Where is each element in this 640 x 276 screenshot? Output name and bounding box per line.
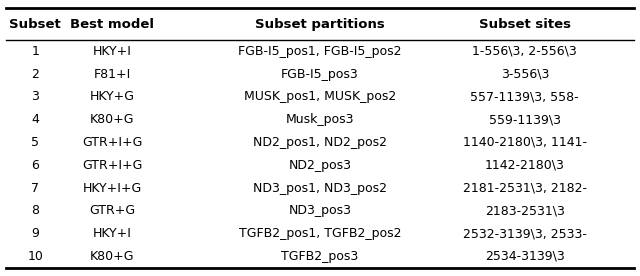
- Text: TGFB2_pos3: TGFB2_pos3: [282, 250, 358, 263]
- Text: 8: 8: [31, 204, 39, 217]
- Text: 1: 1: [31, 45, 39, 58]
- Text: 3: 3: [31, 91, 39, 104]
- Text: K80+G: K80+G: [90, 113, 134, 126]
- Text: HKY+I: HKY+I: [93, 45, 131, 58]
- Text: Subset: Subset: [10, 18, 61, 31]
- Text: Musk_pos3: Musk_pos3: [285, 113, 355, 126]
- Text: 10: 10: [28, 250, 43, 263]
- Text: 2183-2531\3: 2183-2531\3: [485, 204, 564, 217]
- Text: 1142-2180\3: 1142-2180\3: [485, 159, 564, 172]
- Text: GTR+G: GTR+G: [89, 204, 135, 217]
- Text: 2181-2531\3, 2182-: 2181-2531\3, 2182-: [463, 182, 587, 195]
- Text: 1140-2180\3, 1141-: 1140-2180\3, 1141-: [463, 136, 587, 149]
- Text: K80+G: K80+G: [90, 250, 134, 263]
- Text: 3-556\3: 3-556\3: [500, 68, 549, 81]
- Text: 2532-3139\3, 2533-: 2532-3139\3, 2533-: [463, 227, 587, 240]
- Text: FGB-I5_pos3: FGB-I5_pos3: [281, 68, 359, 81]
- Text: GTR+I+G: GTR+I+G: [82, 159, 142, 172]
- Text: ND3_pos3: ND3_pos3: [289, 204, 351, 217]
- Text: HKY+I: HKY+I: [93, 227, 131, 240]
- Text: HKY+I+G: HKY+I+G: [83, 182, 141, 195]
- Text: 5: 5: [31, 136, 39, 149]
- Text: 6: 6: [31, 159, 39, 172]
- Text: GTR+I+G: GTR+I+G: [82, 136, 142, 149]
- Text: ND3_pos1, ND3_pos2: ND3_pos1, ND3_pos2: [253, 182, 387, 195]
- Text: 1-556\3, 2-556\3: 1-556\3, 2-556\3: [472, 45, 577, 58]
- Text: 4: 4: [31, 113, 39, 126]
- Text: Subset sites: Subset sites: [479, 18, 571, 31]
- Text: 7: 7: [31, 182, 39, 195]
- Text: Best model: Best model: [70, 18, 154, 31]
- Text: MUSK_pos1, MUSK_pos2: MUSK_pos1, MUSK_pos2: [244, 91, 396, 104]
- Text: HKY+G: HKY+G: [90, 91, 134, 104]
- Text: 2: 2: [31, 68, 39, 81]
- Text: 2534-3139\3: 2534-3139\3: [485, 250, 564, 263]
- Text: 557-1139\3, 558-: 557-1139\3, 558-: [470, 91, 579, 104]
- Text: F81+I: F81+I: [93, 68, 131, 81]
- Text: TGFB2_pos1, TGFB2_pos2: TGFB2_pos1, TGFB2_pos2: [239, 227, 401, 240]
- Text: FGB-I5_pos1, FGB-I5_pos2: FGB-I5_pos1, FGB-I5_pos2: [238, 45, 402, 58]
- Text: ND2_pos1, ND2_pos2: ND2_pos1, ND2_pos2: [253, 136, 387, 149]
- Text: 9: 9: [31, 227, 39, 240]
- Text: Subset partitions: Subset partitions: [255, 18, 385, 31]
- Text: 559-1139\3: 559-1139\3: [489, 113, 561, 126]
- Text: ND2_pos3: ND2_pos3: [289, 159, 351, 172]
